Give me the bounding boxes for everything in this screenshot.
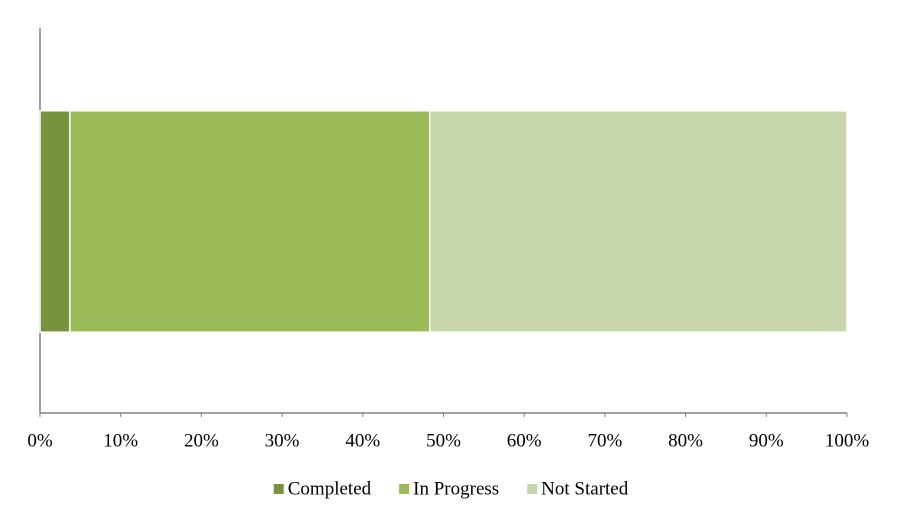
legend-label: Not Started bbox=[541, 478, 629, 499]
legend-swatch bbox=[273, 484, 284, 494]
x-tick-label: 0% bbox=[27, 430, 53, 451]
bar-segment bbox=[39, 110, 71, 333]
x-tick-label: 10% bbox=[103, 430, 138, 451]
x-tick-label: 80% bbox=[668, 430, 703, 451]
x-tick-label: 40% bbox=[345, 430, 380, 451]
bar-segment bbox=[429, 110, 848, 333]
legend-label: Completed bbox=[288, 478, 372, 499]
x-tick-label: 20% bbox=[184, 430, 219, 451]
bar-segment bbox=[69, 110, 431, 333]
x-tick-label: 100% bbox=[825, 430, 870, 451]
legend-swatch bbox=[399, 484, 410, 494]
legend-swatch bbox=[527, 484, 538, 494]
x-tick-label: 60% bbox=[507, 430, 542, 451]
x-tick-label: 50% bbox=[426, 430, 461, 451]
x-tick-label: 90% bbox=[749, 430, 784, 451]
x-tick-label: 30% bbox=[265, 430, 300, 451]
x-tick-label: 70% bbox=[587, 430, 622, 451]
legend-label: In Progress bbox=[413, 478, 499, 499]
